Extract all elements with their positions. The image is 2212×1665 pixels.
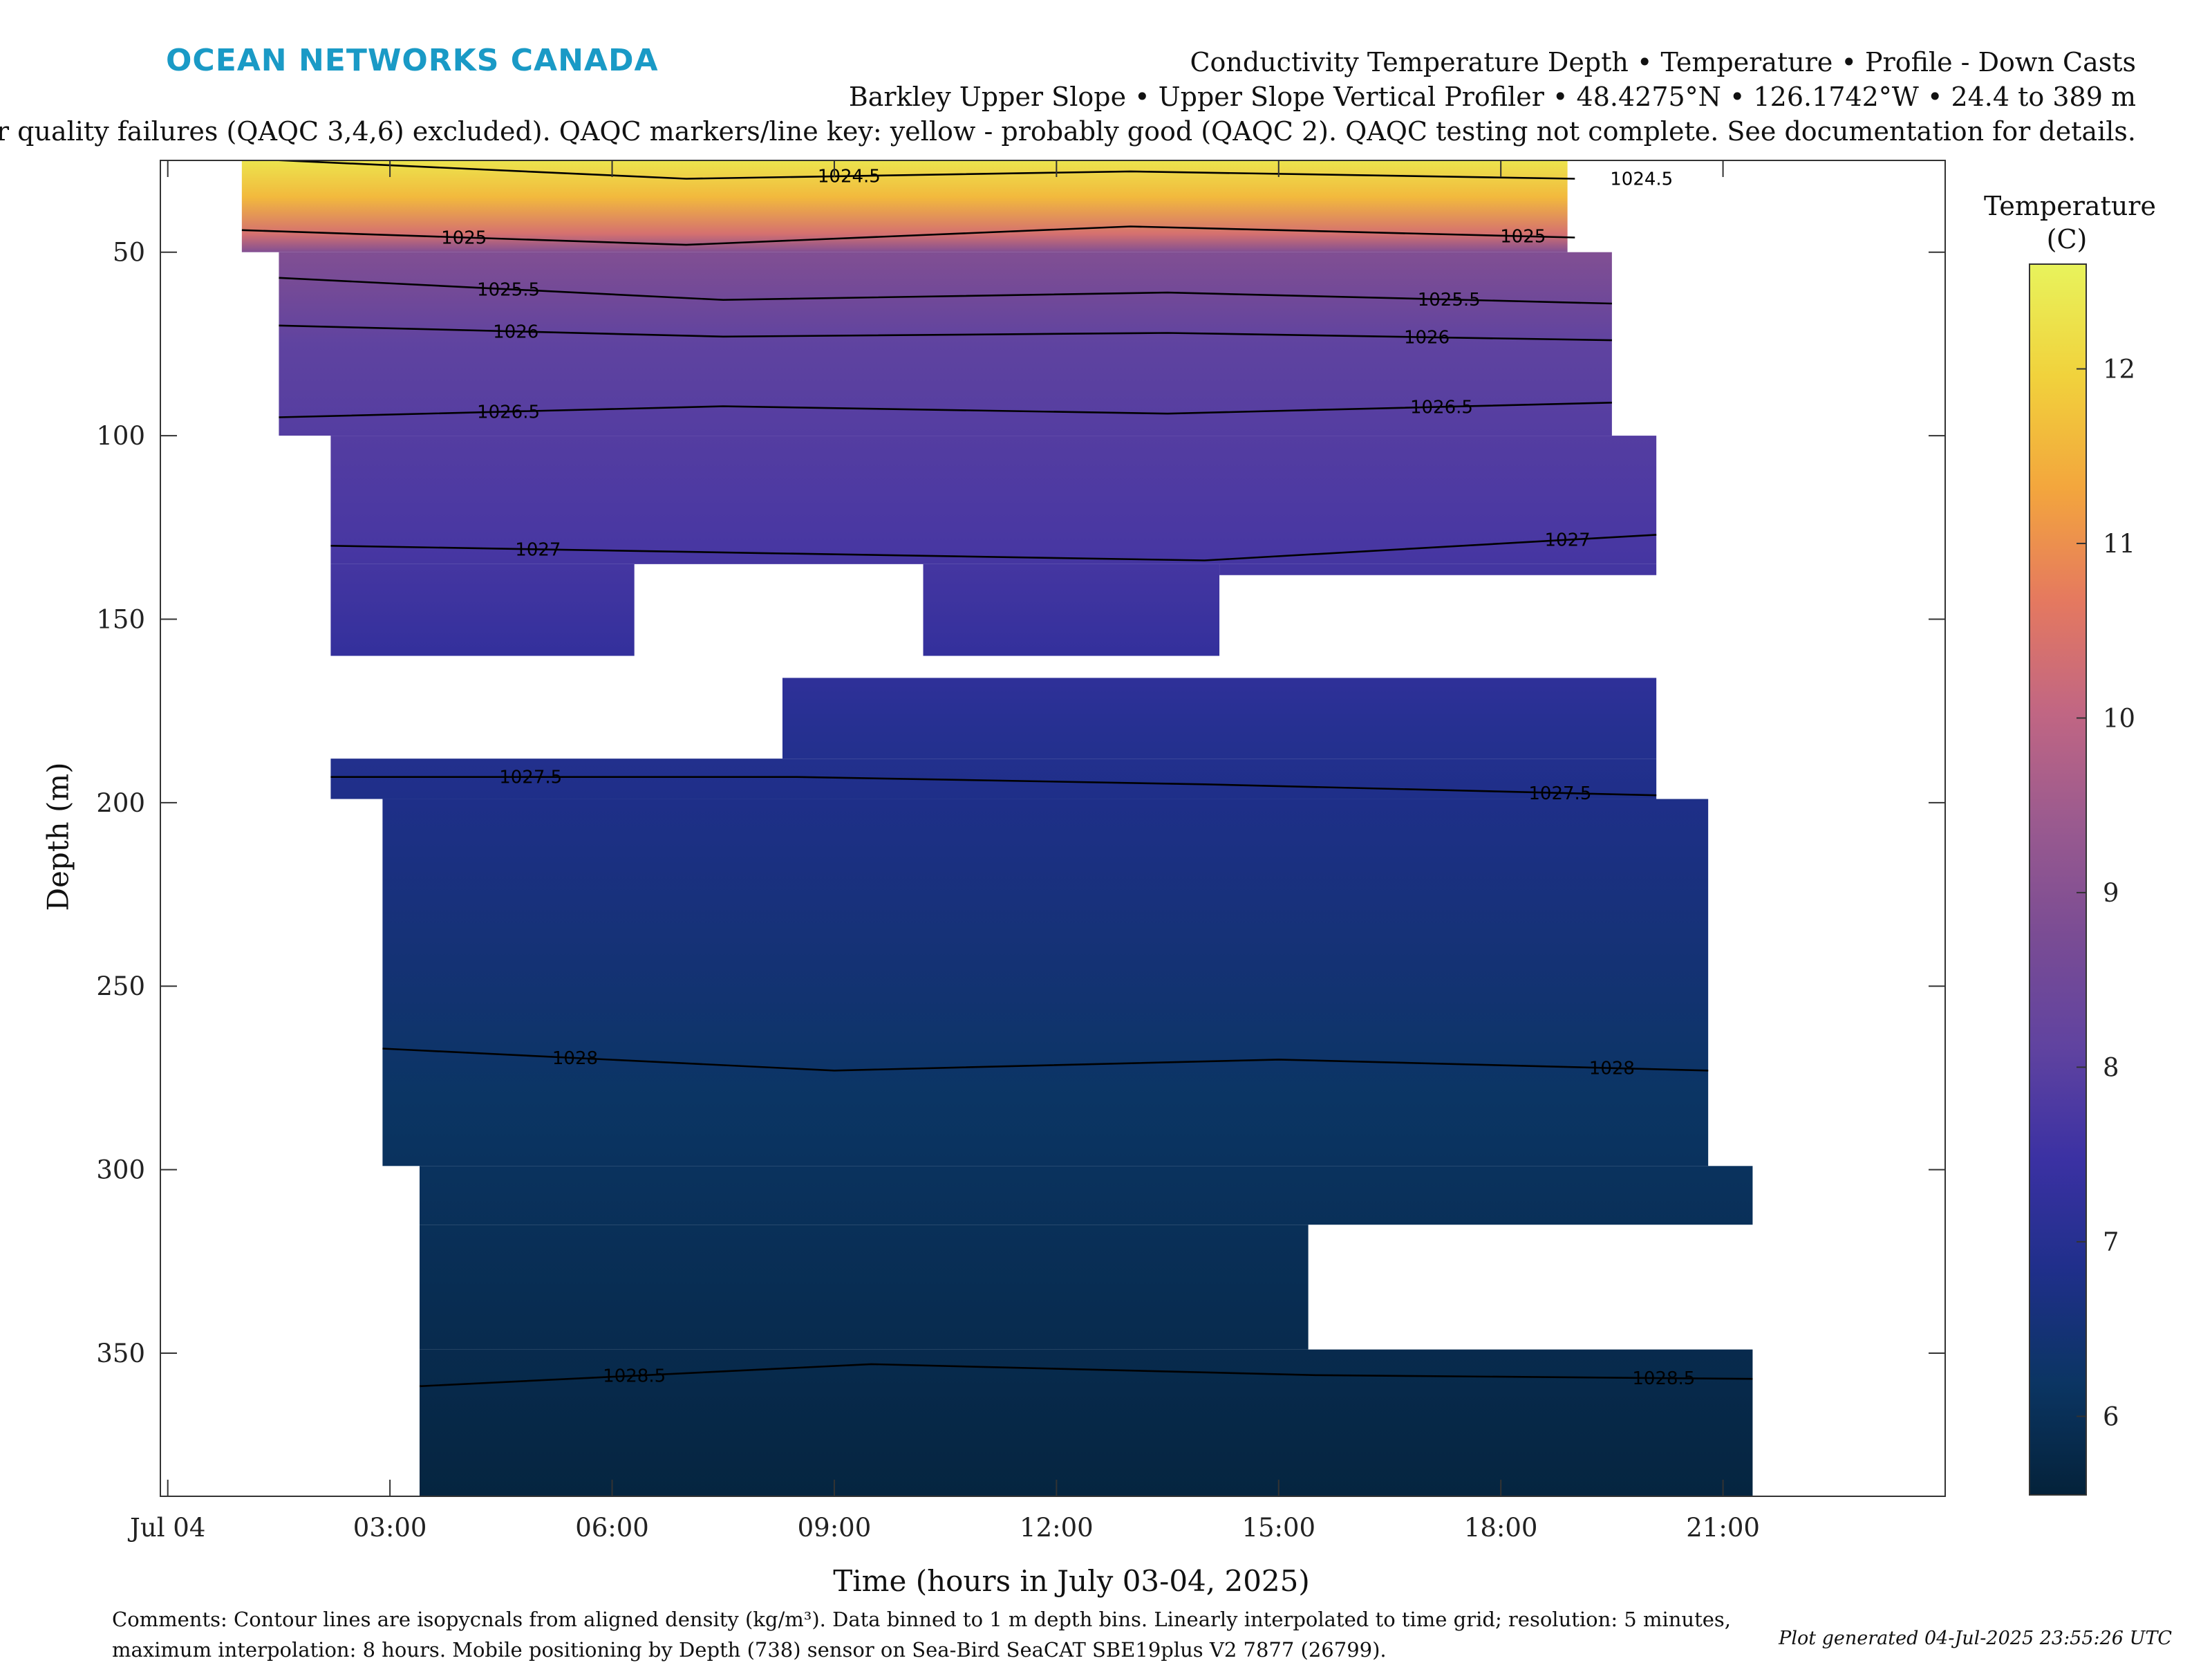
- colorbar-tick-label: 11: [2103, 529, 2135, 559]
- comments-text: Comments: Contour lines are isopycnals f…: [112, 1608, 1732, 1662]
- colorbar-tick-label: 7: [2103, 1227, 2119, 1257]
- x-tick-label: 12:00: [1020, 1513, 1094, 1543]
- data-coverage-block: [330, 436, 1657, 564]
- x-axis: Jul 04 03:00 06:00 09:00 12:00 15:00 18:00 21:0…: [127, 160, 1760, 1543]
- isopycnal-label: 1025: [1500, 227, 1546, 248]
- data-coverage-block: [1219, 564, 1657, 575]
- isopycnal-label: 1027.5: [1528, 783, 1591, 804]
- x-axis-label: Time (hours in July 03-04, 2025): [833, 1564, 1310, 1598]
- isopycnal-line: [279, 277, 1612, 305]
- x-tick-label: 06:00: [575, 1513, 649, 1543]
- x-tick-label: 09:00: [798, 1513, 872, 1543]
- data-coverage-block: [382, 799, 1709, 1166]
- colorbar-tick-label: 9: [2103, 878, 2119, 908]
- data-coverage-block: [419, 1225, 1309, 1350]
- colorbar: 6 7 8 9 10 11 12: [2029, 263, 2135, 1496]
- colorbar-title-line1: Temperature: [1984, 191, 2156, 221]
- y-tick-label: 200: [96, 788, 145, 818]
- isopycnal-line: [330, 776, 1657, 797]
- y-tick-label: 50: [113, 238, 145, 268]
- isopycnal-contours: 1024.5 1024.5 1025 1025 1025.5 1025.5 1026 1026…: [241, 160, 1753, 1389]
- colorbar-tick-label: 6: [2103, 1402, 2119, 1431]
- colorbar-tick-label: 8: [2103, 1052, 2119, 1082]
- isopycnal-label: 1025.5: [477, 279, 540, 300]
- isopycnal-line: [279, 324, 1612, 342]
- generated-timestamp: Plot generated 04-Jul-2025 23:55:26 UTC: [1779, 1628, 2172, 1649]
- data-coverage-block: [279, 252, 1612, 436]
- chart-title: Conductivity Temperature Depth • Tempera…: [1190, 47, 2136, 77]
- isopycnal-line: [330, 534, 1657, 561]
- isopycnal-label: 1028.5: [603, 1366, 666, 1387]
- y-axis-label: Depth (m): [41, 762, 75, 911]
- isopycnal-label: 1026: [1404, 328, 1450, 348]
- x-tick-label: 15:00: [1241, 1513, 1315, 1543]
- y-tick-label: 100: [96, 421, 145, 451]
- y-tick-label: 250: [96, 971, 145, 1001]
- isopycnal-label: 1027: [1545, 530, 1591, 551]
- isopycnal-label: 1026.5: [1410, 397, 1473, 418]
- data-coverage-block: [923, 564, 1220, 656]
- colorbar-tick-label: 12: [2103, 354, 2135, 384]
- isopycnal-line: [241, 225, 1575, 246]
- temperature-field: [241, 160, 1753, 1496]
- isopycnal-line: [419, 1363, 1753, 1388]
- isopycnal-label: 1027.5: [499, 768, 562, 788]
- y-axis: 50 100 150 200 250 300 350: [96, 238, 1945, 1368]
- qaqc-note: or quality failures (QAQC 3,4,6) exclude…: [0, 116, 2136, 147]
- plot-frame: [160, 160, 1946, 1497]
- data-coverage-block: [419, 1349, 1753, 1496]
- data-coverage-block: [419, 1166, 1753, 1225]
- x-tick-label: Jul 04: [127, 1513, 205, 1543]
- isopycnal-label: 1025: [441, 227, 487, 248]
- isopycnal-label: 1024.5: [818, 167, 881, 187]
- isopycnal-label: 1028: [552, 1048, 598, 1069]
- isopycnal-label: 1025.5: [1418, 290, 1481, 310]
- data-coverage-block: [330, 564, 635, 656]
- colorbar-tick-label: 10: [2103, 703, 2135, 733]
- isopycnal-label: 1028: [1589, 1059, 1635, 1079]
- isopycnal-line: [279, 402, 1612, 418]
- isopycnal-line: [382, 1048, 1709, 1072]
- y-tick-label: 150: [96, 604, 145, 634]
- x-tick-label: 03:00: [353, 1513, 427, 1543]
- y-tick-label: 350: [96, 1339, 145, 1368]
- isopycnal-label: 1026.5: [477, 402, 540, 422]
- isopycnal-label: 1027: [515, 539, 561, 560]
- chart-subtitle: Barkley Upper Slope • Upper Slope Vertic…: [848, 82, 2136, 112]
- isopycnal-label: 1024.5: [1610, 169, 1673, 190]
- isopycnal-line: [263, 160, 1575, 180]
- onc-logo: OCEAN NETWORKS CANADA: [166, 43, 659, 78]
- y-tick-label: 300: [96, 1155, 145, 1185]
- colorbar-scale: [2029, 263, 2087, 1496]
- isopycnal-label: 1028.5: [1632, 1368, 1695, 1389]
- x-tick-label: 18:00: [1464, 1513, 1538, 1543]
- x-tick-label: 21:00: [1686, 1513, 1760, 1543]
- data-coverage-block: [782, 678, 1657, 759]
- colorbar-title-line2: (C): [2046, 224, 2088, 254]
- data-coverage-block: [330, 759, 1657, 799]
- isopycnal-label: 1026: [493, 322, 538, 342]
